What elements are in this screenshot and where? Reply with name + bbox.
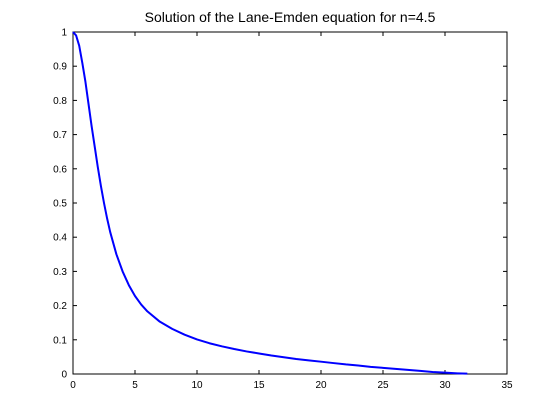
y-tick-label: 0.4 bbox=[53, 233, 67, 244]
x-tick-label: 25 bbox=[377, 380, 389, 391]
x-axis: 0 5 10 15 20 25 30 35 bbox=[70, 32, 513, 391]
x-tick-label: 10 bbox=[191, 380, 203, 391]
y-tick-label: 0.9 bbox=[53, 62, 67, 73]
y-tick-label: 0.8 bbox=[53, 96, 67, 107]
y-tick-label: 0 bbox=[61, 370, 67, 381]
y-tick-label: 0.7 bbox=[53, 130, 67, 141]
y-tick-label: 0.1 bbox=[53, 335, 67, 346]
chart-title: Solution of the Lane-Emden equation for … bbox=[145, 9, 436, 25]
x-tick-label: 0 bbox=[70, 380, 76, 391]
y-axis: 0 0.1 0.2 0.3 0.4 0.5 0.6 0.7 0.8 0.9 1 bbox=[53, 28, 507, 381]
x-tick-label: 5 bbox=[132, 380, 138, 391]
series-line bbox=[72, 31, 468, 375]
y-tick-label: 1 bbox=[61, 28, 67, 39]
series-layer bbox=[72, 31, 468, 375]
y-tick-label: 0.3 bbox=[53, 267, 67, 278]
y-tick-label: 0.5 bbox=[53, 199, 67, 210]
x-tick-label: 15 bbox=[253, 380, 265, 391]
x-tick-label: 30 bbox=[439, 380, 451, 391]
y-tick-label: 0.6 bbox=[53, 164, 67, 175]
axes-box bbox=[72, 31, 508, 375]
x-tick-label: 35 bbox=[501, 380, 513, 391]
plot-area: 0 5 10 15 20 25 30 35 0 0.1 0.2 0.3 0.4 0.5 0.6 0.7 0.8… bbox=[53, 28, 513, 392]
y-tick-label: 0.2 bbox=[53, 301, 67, 312]
x-tick-label: 20 bbox=[315, 380, 327, 391]
